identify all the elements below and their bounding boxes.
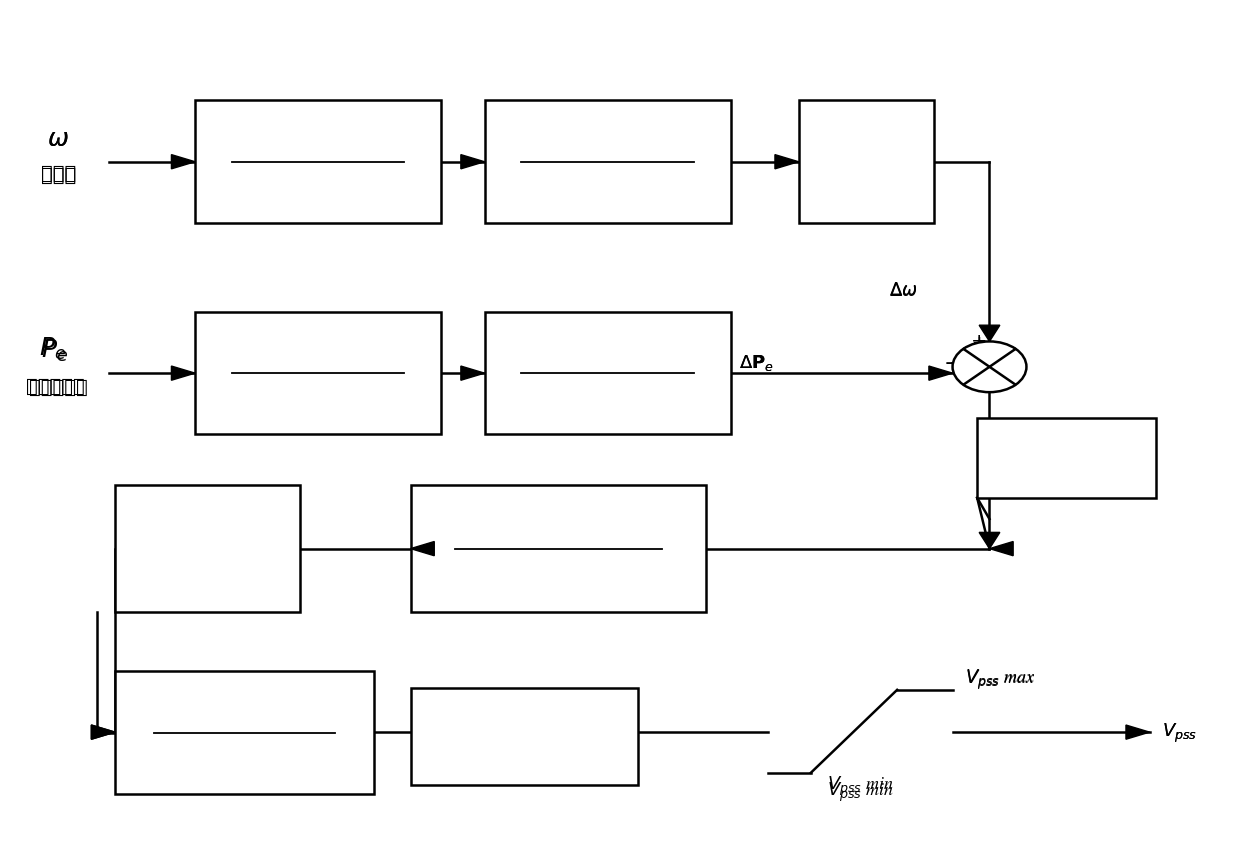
Polygon shape — [171, 155, 195, 170]
Polygon shape — [461, 367, 485, 380]
Polygon shape — [775, 155, 799, 170]
Polygon shape — [1126, 725, 1149, 740]
Text: $1+T_{L1}s$: $1+T_{L1}s$ — [569, 127, 646, 148]
Bar — [485, 102, 730, 223]
Text: $P_e$: $P_e$ — [41, 338, 68, 363]
Bar — [485, 312, 730, 435]
Text: $V_{pss}$ min: $V_{pss}$ min — [827, 780, 894, 803]
Polygon shape — [929, 367, 952, 380]
Text: $T_{w1,2}s$: $T_{w1,2}s$ — [289, 126, 348, 150]
Polygon shape — [410, 542, 434, 556]
Text: $V_{P_e-\omega}$: $V_{P_e-\omega}$ — [1038, 446, 1096, 469]
Text: $P_e$: $P_e$ — [38, 336, 66, 362]
Text: $\omega$: $\omega$ — [47, 128, 69, 150]
Text: $\omega$: $\omega$ — [47, 128, 69, 150]
Bar — [195, 102, 441, 223]
Text: $1+T_{1,3,5}s$: $1+T_{1,3,5}s$ — [193, 696, 295, 720]
Text: $1+T_{L2}s$: $1+T_{L2}s$ — [569, 177, 646, 198]
Text: $V_{pss}$ min: $V_{pss}$ min — [827, 774, 894, 797]
Bar — [115, 485, 300, 612]
Bar — [977, 418, 1156, 498]
Text: $\Delta{\bf P}_e$: $\Delta{\bf P}_e$ — [739, 352, 774, 372]
Polygon shape — [461, 155, 485, 170]
Text: $1+T_{H1}s$: $1+T_{H1}s$ — [568, 339, 647, 360]
Circle shape — [952, 342, 1027, 392]
Text: $1+T_{w1,2}s$: $1+T_{w1,2}s$ — [270, 175, 366, 199]
Text: 有功功率环: 有功功率环 — [26, 376, 86, 396]
Text: $V_{pss}$ max: $V_{pss}$ max — [965, 667, 1035, 690]
Text: $1+T_{w3,4}s$: $1+T_{w3,4}s$ — [270, 386, 366, 410]
Text: 转速环: 转速环 — [41, 165, 77, 184]
Bar — [799, 102, 934, 223]
Text: $K_s$: $K_s$ — [854, 151, 878, 174]
Text: $1+T_{2,4,6}s$: $1+T_{2,4,6}s$ — [193, 746, 295, 769]
Text: $s^2+b_ns+w_n^2$: $s^2+b_ns+w_n^2$ — [496, 560, 621, 588]
Polygon shape — [980, 326, 999, 342]
Text: $\Delta\omega$: $\Delta\omega$ — [889, 281, 918, 299]
Text: $+$: $+$ — [971, 336, 986, 351]
Text: $\Delta\omega$: $\Delta\omega$ — [889, 283, 918, 300]
Text: $V_{pss}$ max: $V_{pss}$ max — [965, 668, 1035, 692]
Text: 有功功率环: 有功功率环 — [29, 377, 88, 397]
Bar — [195, 312, 441, 435]
Polygon shape — [171, 367, 195, 380]
Polygon shape — [92, 725, 115, 740]
Polygon shape — [92, 725, 115, 740]
Text: 转速环: 转速环 — [41, 164, 77, 183]
Text: $T_{w3,4}s$: $T_{w3,4}s$ — [289, 337, 348, 361]
Bar — [410, 688, 639, 786]
Text: $K_{PSS}$: $K_{PSS}$ — [185, 537, 229, 560]
Text: $V_{pss}$: $V_{pss}$ — [1162, 721, 1197, 744]
Bar — [115, 671, 373, 794]
Text: $-$: $-$ — [942, 352, 961, 372]
Text: $1+T_{H2}s$: $1+T_{H2}s$ — [568, 387, 647, 409]
Text: $V_{pss}$: $V_{pss}$ — [1162, 721, 1197, 744]
Text: $+$: $+$ — [970, 334, 986, 351]
Text: 三阶超前滞后相
位校正环节: 三阶超前滞后相 位校正环节 — [490, 717, 559, 757]
Bar — [410, 485, 707, 612]
Text: $s^2+w_n^2$: $s^2+w_n^2$ — [523, 510, 594, 537]
Text: $\Delta \mathbf{P}_e$: $\Delta \mathbf{P}_e$ — [739, 352, 774, 372]
Polygon shape — [990, 542, 1013, 556]
Polygon shape — [980, 533, 999, 549]
Text: $-$: $-$ — [947, 352, 965, 372]
